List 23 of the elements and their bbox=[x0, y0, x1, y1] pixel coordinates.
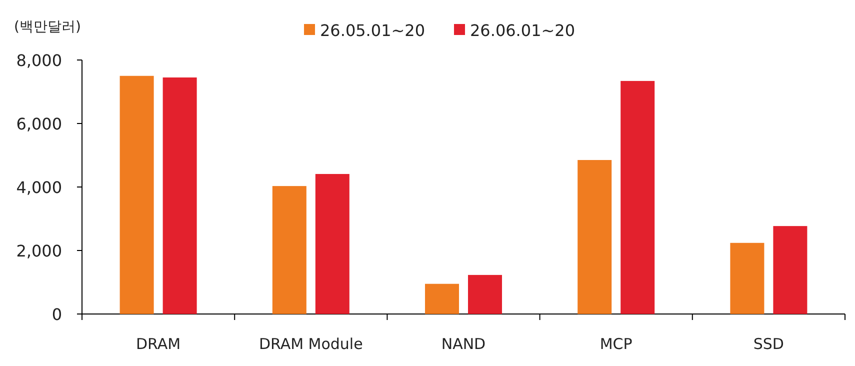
bar bbox=[620, 80, 655, 314]
bar bbox=[315, 174, 350, 314]
x-tick-label: DRAM Module bbox=[258, 335, 363, 353]
x-tick-label: SSD bbox=[753, 335, 784, 353]
x-tick-label: MCP bbox=[600, 335, 632, 353]
bar bbox=[162, 77, 197, 314]
legend-label: 26.05.01~20 bbox=[320, 21, 426, 40]
bar bbox=[468, 274, 502, 314]
y-tick-label: 6,000 bbox=[16, 114, 62, 134]
y-tick-label: 2,000 bbox=[16, 242, 62, 260]
x-tick-label: DRAM bbox=[136, 335, 181, 353]
y-axis-title: (백만달러) bbox=[14, 19, 81, 35]
bar bbox=[773, 226, 808, 314]
y-tick-label: 8,000 bbox=[16, 51, 62, 70]
y-tick-label: 0 bbox=[52, 305, 62, 324]
bar bbox=[272, 186, 306, 314]
bar bbox=[578, 160, 612, 314]
legend-label: 26.06.01~20 bbox=[470, 21, 576, 40]
x-tick-label: NAND bbox=[441, 335, 486, 353]
y-tick-label: 4,000 bbox=[16, 178, 62, 197]
bar bbox=[425, 284, 459, 314]
bar bbox=[120, 76, 154, 314]
bar bbox=[730, 242, 764, 314]
